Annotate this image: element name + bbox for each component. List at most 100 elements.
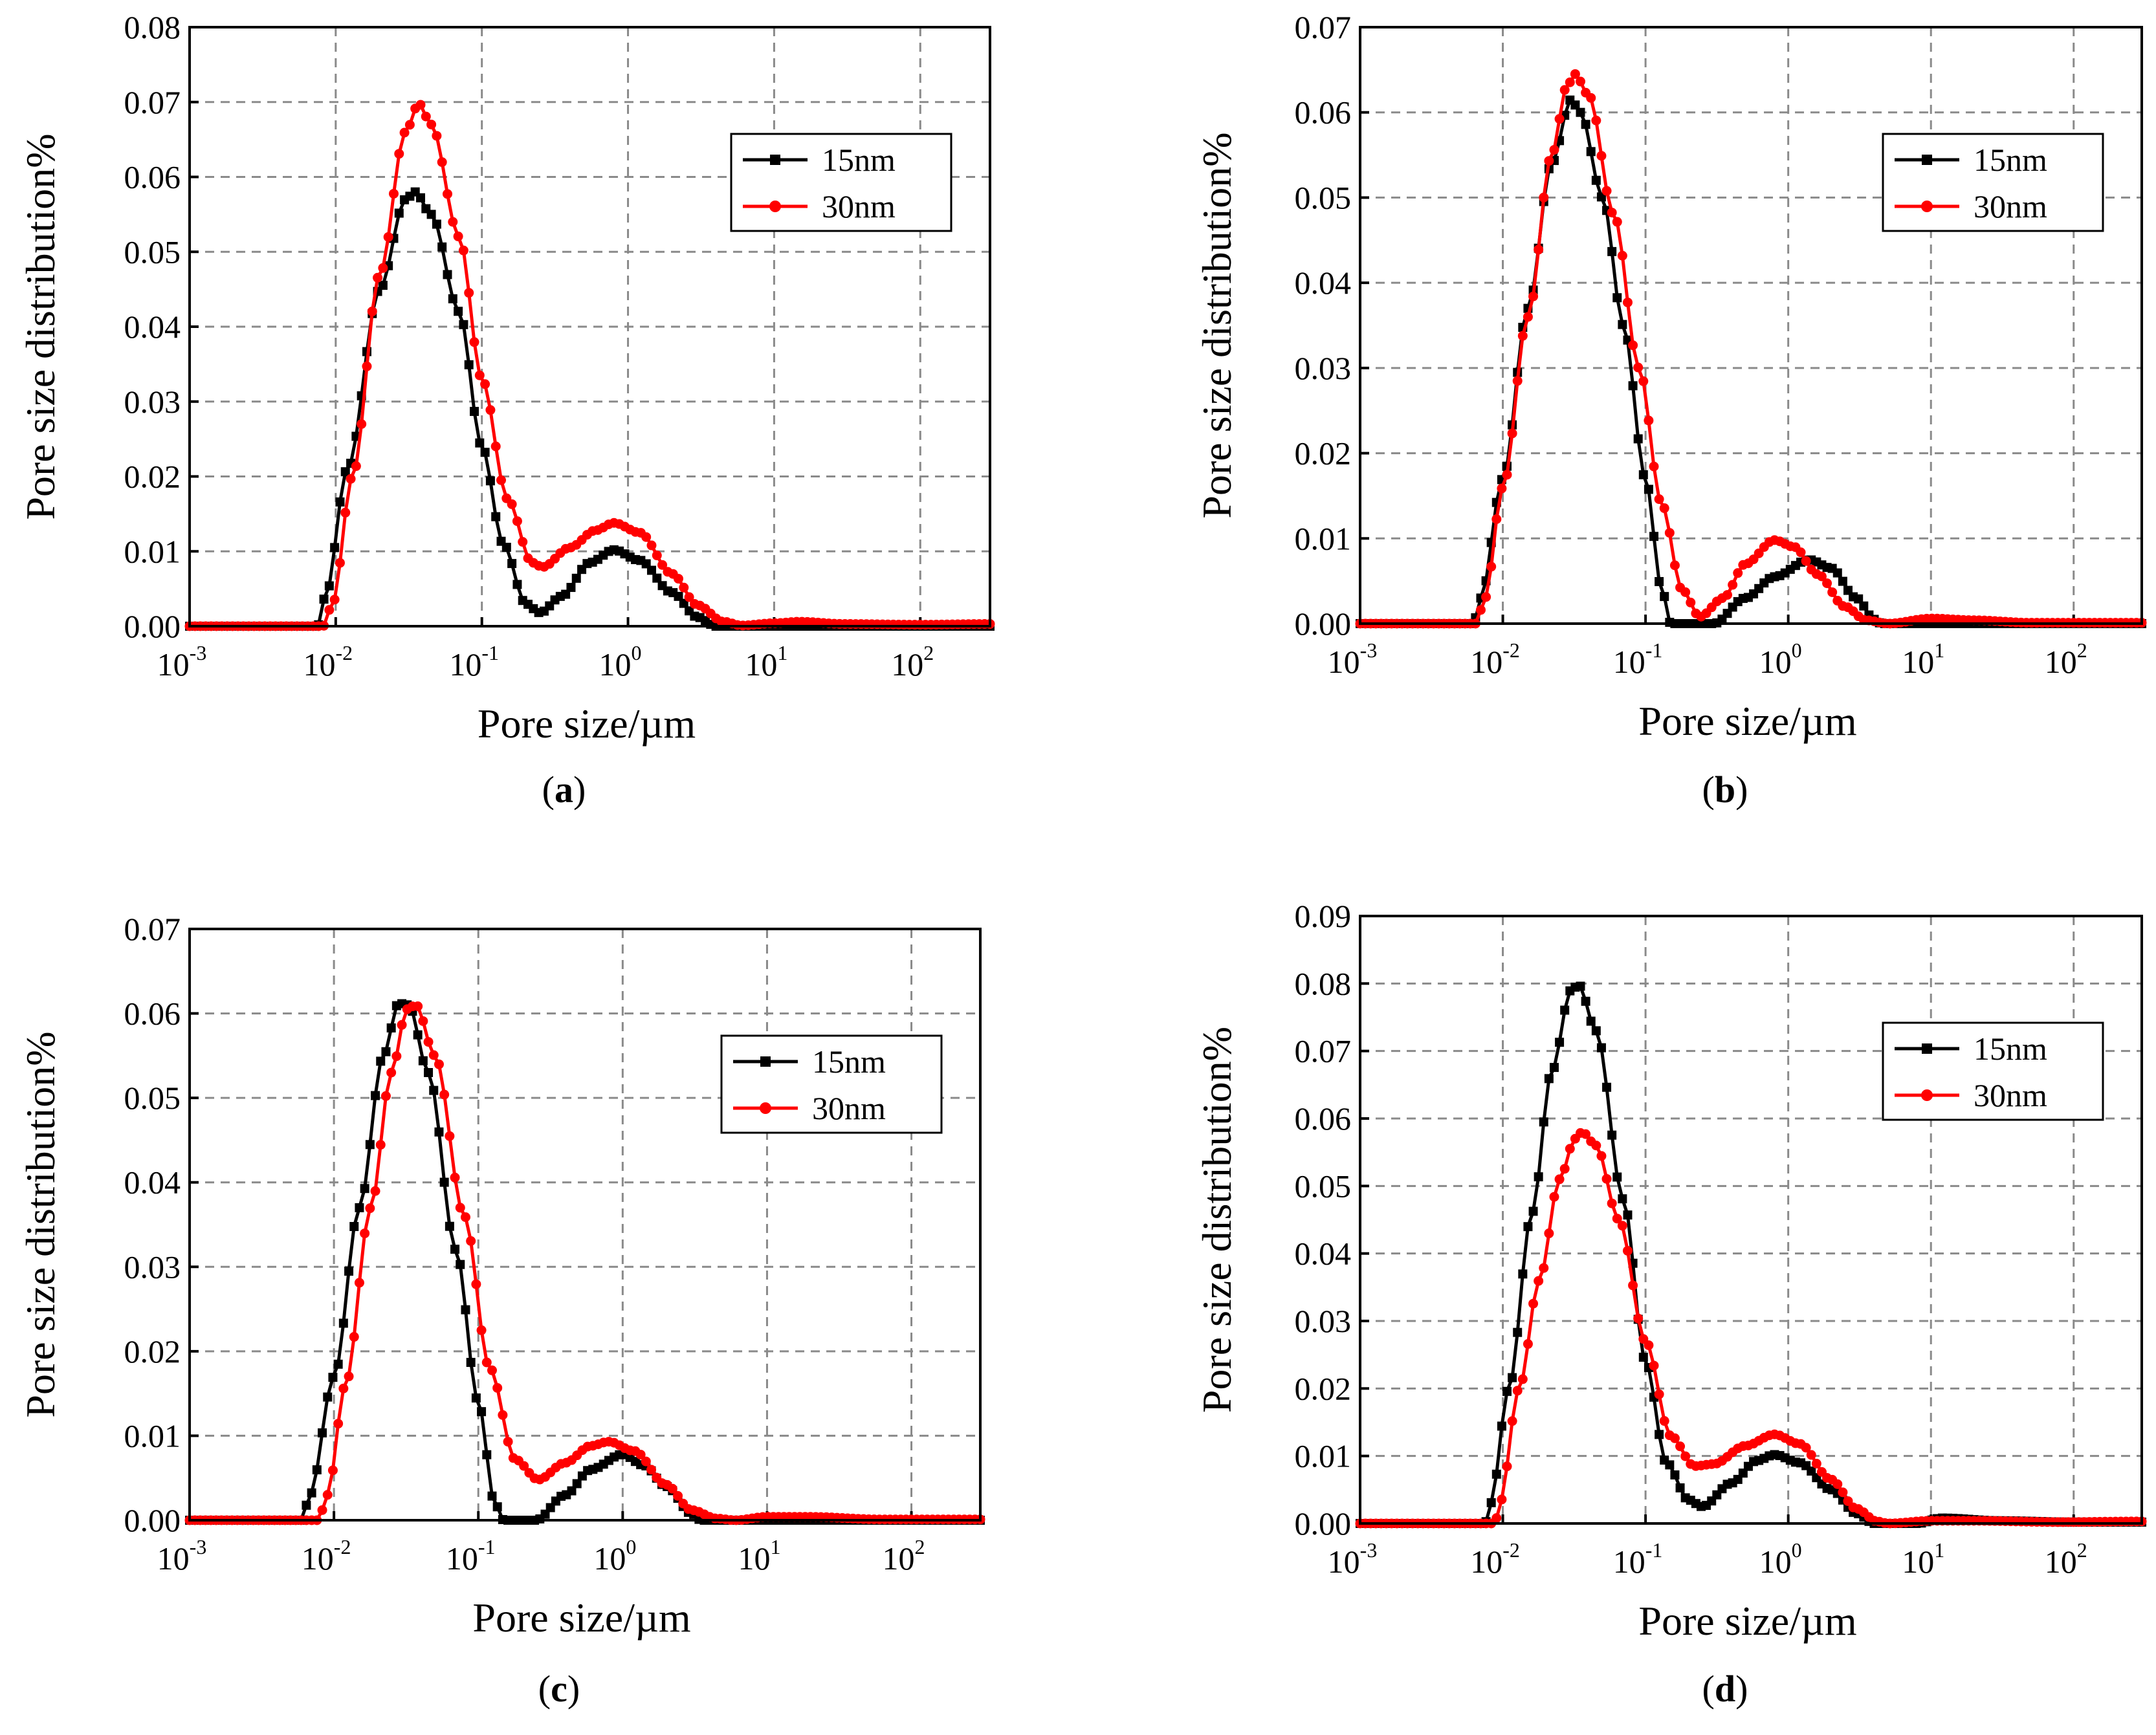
data-point: [1728, 580, 1738, 590]
panel-caption: (b): [1702, 769, 1748, 811]
data-point: [1832, 1479, 1843, 1489]
data-point: [439, 1177, 449, 1187]
y-tick-label: 0.04: [1295, 1236, 1352, 1272]
x-tick-label: 102: [891, 641, 934, 682]
data-point: [518, 537, 528, 547]
data-point: [1622, 297, 1633, 307]
data-point: [1596, 151, 1607, 161]
data-point: [439, 1089, 450, 1100]
data-point: [1633, 1313, 1644, 1324]
data-point: [1675, 1441, 1686, 1452]
data-point: [561, 589, 571, 599]
data-point: [453, 231, 463, 241]
data-point: [1669, 1433, 1680, 1443]
data-point: [492, 1502, 502, 1512]
y-tick-label: 0.02: [1295, 435, 1352, 472]
data-point: [1581, 996, 1590, 1006]
data-point: [1486, 562, 1497, 572]
data-point: [1502, 1386, 1512, 1396]
legend: 15nm 30nm: [1882, 133, 2104, 232]
data-point: [338, 1318, 348, 1328]
data-point: [1838, 576, 1847, 586]
data-point: [1612, 1172, 1622, 1182]
data-point: [1507, 1416, 1517, 1426]
data-point: [507, 499, 517, 509]
y-tick-label: 0.05: [1295, 179, 1352, 215]
y-tick-label: 0.02: [1295, 1370, 1352, 1406]
plot-frame: [1359, 26, 2143, 625]
data-point: [1628, 381, 1638, 391]
chart-panel-d: 0.00 0.01 0.02 0.03 0.04 0.05 0.06 0.07 0.08 0.09…: [1194, 898, 2147, 1710]
data-point: [487, 1365, 497, 1375]
data-point: [482, 1450, 492, 1459]
data-point: [1581, 120, 1590, 129]
legend-label: 30nm: [812, 1090, 886, 1126]
data-point: [1517, 1374, 1528, 1384]
data-point: [426, 210, 436, 219]
plot-frame: [188, 26, 991, 627]
data-point: [351, 461, 361, 472]
data-point: [501, 543, 511, 552]
data-point: [641, 532, 652, 542]
data-point: [327, 1465, 338, 1476]
data-point: [652, 573, 662, 583]
y-tick-label: 0.01: [1295, 1438, 1352, 1474]
data-point: [519, 1461, 529, 1471]
x-tick-label: 101: [1902, 638, 1944, 680]
data-point: [378, 281, 388, 290]
data-point: [322, 1490, 333, 1500]
series-30nm: [184, 1001, 985, 1525]
plot-frame: [1359, 915, 2143, 1525]
data-point: [1544, 156, 1554, 166]
data-point: [450, 1172, 460, 1183]
data-point: [354, 1278, 364, 1288]
data-point: [1523, 1339, 1533, 1349]
data-point: [1486, 1498, 1496, 1507]
data-point: [507, 559, 517, 569]
y-tick-label: 0.07: [1295, 1033, 1352, 1069]
data-point: [1497, 1421, 1506, 1431]
data-point: [1664, 528, 1675, 538]
data-point: [1612, 293, 1622, 303]
data-point: [1602, 1082, 1612, 1092]
data-point: [376, 1056, 386, 1066]
data-point: [450, 1245, 460, 1254]
x-tick-label: 10-1: [446, 1535, 496, 1577]
y-tick-label: 0.01: [1295, 520, 1352, 556]
x-axis-title: Pore size/µm: [1638, 1598, 1856, 1644]
data-point: [378, 263, 388, 273]
data-point: [1475, 605, 1486, 615]
data-point: [349, 1332, 359, 1342]
data-point: [485, 405, 496, 415]
data-point: [383, 232, 393, 242]
data-point: [1659, 1416, 1669, 1426]
x-tick-label: 100: [593, 1535, 636, 1577]
data-point: [476, 1325, 487, 1335]
x-axis-title: Pore size/µm: [1638, 698, 1856, 744]
x-tick-label: 10-3: [157, 1535, 207, 1577]
data-point: [1591, 1026, 1601, 1036]
data-point: [448, 294, 457, 303]
data-point: [1607, 1198, 1617, 1208]
y-tick-label: 0.08: [124, 9, 181, 45]
data-point: [652, 551, 662, 561]
data-point: [437, 157, 447, 168]
data-point: [307, 1488, 316, 1498]
data-point: [1644, 415, 1654, 426]
data-point: [474, 370, 485, 380]
data-point: [1507, 428, 1517, 439]
data-point: [1638, 470, 1648, 479]
data-point: [1591, 1140, 1601, 1151]
data-point: [1576, 76, 1586, 87]
data-point: [461, 1305, 470, 1315]
data-point: [1528, 1298, 1539, 1309]
data-point: [1722, 590, 1733, 600]
data-point: [1570, 69, 1580, 79]
data-point: [470, 406, 479, 416]
data-point: [399, 127, 410, 138]
data-point: [329, 595, 340, 605]
data-point: [1523, 1222, 1533, 1232]
y-tick-label: 0.00: [124, 608, 181, 644]
data-point: [1827, 587, 1838, 597]
